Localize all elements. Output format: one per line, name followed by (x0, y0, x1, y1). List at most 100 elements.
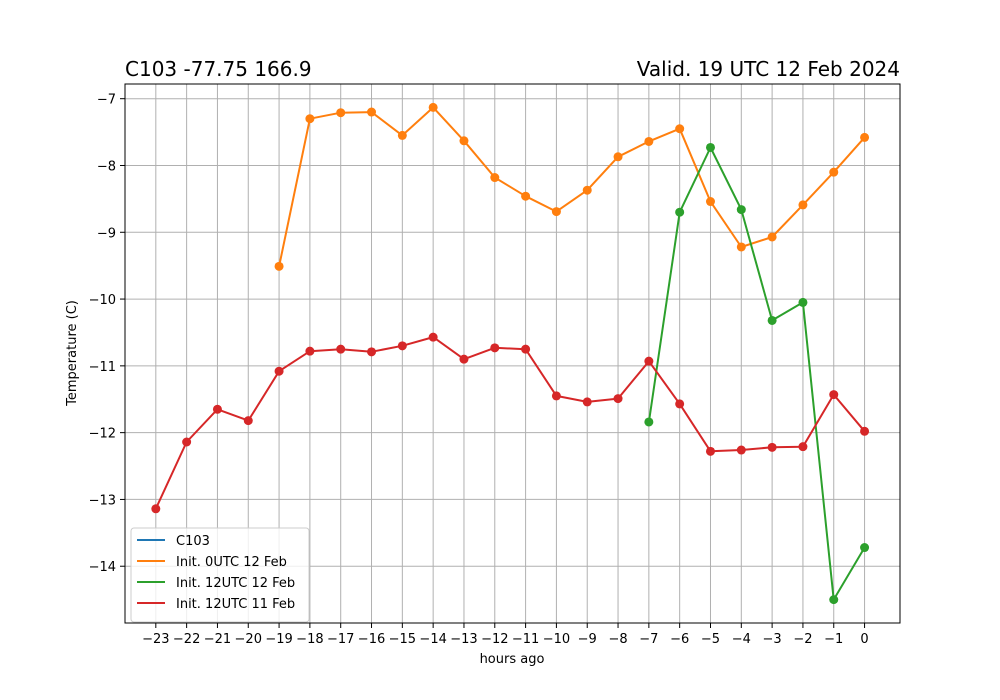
axis-ticks: −23 −22 −21 −20 −19 −18 −17 −16 −15 −14 −13 −12 −11−… (89, 93, 869, 647)
series-line (278, 106, 866, 267)
chart-title-valid-time: Valid. 19 UTC 12 Feb 2024 (637, 57, 900, 81)
data-point (212, 404, 222, 414)
data-point (644, 136, 654, 146)
data-point (551, 207, 561, 217)
x-tick-label: −22 (173, 632, 200, 647)
x-tick-label: 0 (860, 632, 868, 647)
legend-label: Init. 12UTC 12 Feb (176, 576, 295, 591)
x-tick-label: −11 (512, 632, 539, 647)
series-line (647, 146, 866, 601)
data-point (459, 136, 469, 146)
x-tick-label: −13 (450, 632, 477, 647)
data-point (490, 173, 500, 183)
data-point (675, 207, 685, 217)
legend-box (130, 527, 310, 623)
data-point (860, 426, 870, 436)
data-point (767, 232, 777, 242)
chart-title-station: C103 -77.75 166.9 (125, 57, 312, 81)
y-tick-label: −7 (97, 93, 116, 108)
x-tick-label: −2 (793, 632, 812, 647)
data-point (243, 416, 253, 426)
x-tick-label: −21 (204, 632, 231, 647)
x-tick-label: −16 (358, 632, 385, 647)
x-tick-label: −10 (543, 632, 570, 647)
data-point (151, 504, 161, 514)
data-point (551, 391, 561, 401)
data-point (274, 366, 284, 376)
data-point (829, 390, 839, 400)
x-tick-label: −20 (235, 632, 262, 647)
data-point (367, 347, 377, 357)
data-point (367, 107, 377, 117)
data-point (767, 315, 777, 325)
y-tick-label: −9 (97, 226, 116, 241)
data-point (397, 130, 407, 140)
y-tick-label: −12 (89, 427, 116, 442)
data-point (860, 543, 870, 553)
data-point (736, 205, 746, 215)
data-point (705, 142, 715, 152)
legend-label: Init. 12UTC 11 Feb (176, 597, 295, 612)
y-tick-label: −10 (89, 293, 116, 308)
data-point (767, 442, 777, 452)
series-2 (274, 102, 870, 271)
data-point (798, 200, 808, 210)
x-tick-label: −6 (670, 632, 689, 647)
data-point (182, 437, 192, 447)
series-4 (151, 332, 870, 514)
x-tick-label: −18 (296, 632, 323, 647)
data-point (644, 356, 654, 366)
data-point (705, 197, 715, 207)
data-point (613, 394, 623, 404)
y-tick-label: −14 (89, 560, 116, 575)
data-point (829, 595, 839, 605)
x-tick-label: −5 (701, 632, 720, 647)
plot-frame (124, 83, 901, 624)
data-point (798, 442, 808, 452)
data-point (428, 332, 438, 342)
x-tick-label: −15 (389, 632, 416, 647)
x-tick-label: −17 (327, 632, 354, 647)
x-tick-label: −8 (608, 632, 627, 647)
data-point (736, 242, 746, 252)
x-tick-label: −9 (578, 632, 597, 647)
data-point (829, 167, 839, 177)
data-point (305, 346, 315, 356)
data-point (798, 297, 808, 307)
data-point (490, 343, 500, 353)
data-point (521, 191, 531, 201)
x-tick-label: −19 (265, 632, 292, 647)
data-point (582, 185, 592, 195)
data-point (675, 124, 685, 134)
data-point (459, 354, 469, 364)
data-point (644, 417, 654, 427)
data-point (397, 341, 407, 351)
x-tick-label: −7 (639, 632, 658, 647)
series-line (154, 336, 866, 510)
data-point (582, 397, 592, 407)
y-axis-label: Temperature (C) (65, 300, 80, 407)
data-point (675, 399, 685, 409)
y-tick-label: −11 (89, 360, 116, 375)
legend: C103 Init. 0UTC 12 Feb Init. 12UTC 12 Feb I… (130, 527, 310, 623)
data-point (305, 114, 315, 124)
x-tick-label: −3 (763, 632, 782, 647)
x-tick-label: −12 (481, 632, 508, 647)
data-point (705, 446, 715, 456)
legend-label: Init. 0UTC 12 Feb (176, 555, 287, 570)
data-point (613, 152, 623, 162)
plot-series (151, 102, 870, 605)
legend-label: C103 (176, 534, 210, 549)
y-tick-label: −13 (89, 493, 116, 508)
series-3 (644, 142, 870, 605)
x-tick-label: −4 (732, 632, 751, 647)
data-point (428, 102, 438, 112)
x-tick-label: −14 (419, 632, 446, 647)
data-point (736, 445, 746, 455)
x-axis-label: hours ago (480, 652, 545, 667)
data-point (336, 344, 346, 354)
data-point (860, 132, 870, 142)
x-tick-label: −23 (142, 632, 169, 647)
data-point (336, 108, 346, 118)
